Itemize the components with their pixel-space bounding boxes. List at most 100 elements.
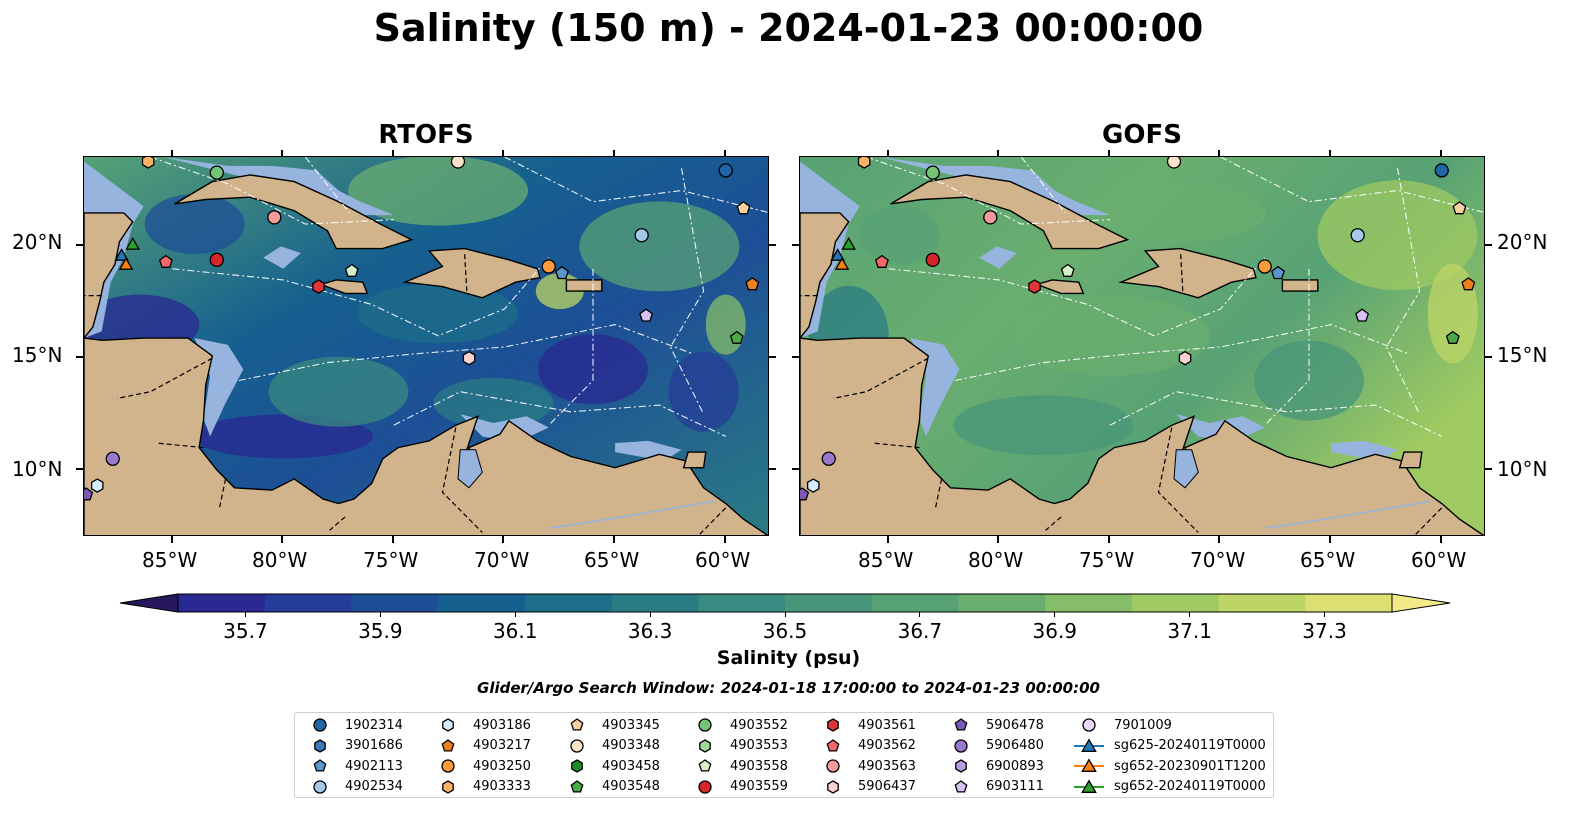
salinity-colorbar bbox=[119, 593, 1451, 613]
legend-label: 5906478 bbox=[986, 717, 1044, 733]
country-border bbox=[329, 516, 346, 531]
eez-boundary bbox=[888, 257, 1266, 337]
lon-tick-mark bbox=[1439, 150, 1442, 157]
colorbar-tick-label: 36.1 bbox=[492, 619, 538, 643]
lon-tick-mark bbox=[1218, 536, 1221, 543]
legend-item: 6900893 bbox=[944, 756, 1044, 776]
legend-circle bbox=[1082, 718, 1096, 732]
legend-item: sg625-20240119T0000 bbox=[1072, 736, 1266, 756]
legend-item: sg652-20230901T1200 bbox=[1072, 756, 1266, 776]
float-marker-4902113 bbox=[1271, 265, 1285, 280]
legend-item: 4903559 bbox=[688, 777, 788, 797]
legend-item: sg652-20240119T0000 bbox=[1072, 777, 1266, 797]
colorbar-bin bbox=[871, 594, 959, 612]
float-marker-4903348 bbox=[450, 157, 466, 169]
lat-label-10n-right: 10°N bbox=[1497, 457, 1548, 481]
float-marker-4903548 bbox=[729, 330, 744, 344]
colorbar-tick-mark bbox=[784, 612, 786, 617]
colorbar-tick-label: 37.1 bbox=[1167, 619, 1212, 643]
figure-title: Salinity (150 m) - 2024-01-23 00:00:00 bbox=[373, 6, 1204, 50]
eez-boundary bbox=[548, 268, 594, 426]
country-border bbox=[117, 357, 213, 399]
country-border bbox=[934, 478, 943, 511]
float-marker-4903561 bbox=[1028, 279, 1041, 294]
panel-title-gofs: GOFS bbox=[1102, 120, 1182, 150]
salinity-feature bbox=[1317, 180, 1478, 291]
eez-boundary bbox=[238, 324, 693, 382]
float-marker-4903250 bbox=[541, 259, 556, 274]
land-hispaniola bbox=[1118, 247, 1257, 299]
legend-marker-pentagon bbox=[570, 718, 584, 731]
colorbar-bin bbox=[958, 594, 1046, 612]
float-marker-6903111 bbox=[639, 308, 654, 322]
salinity-feature bbox=[579, 201, 740, 292]
colorbar-bin bbox=[264, 594, 352, 612]
eez-boundary bbox=[150, 157, 394, 225]
float-marker-4902534 bbox=[1350, 228, 1365, 243]
legend-circle bbox=[313, 779, 327, 794]
legend-label: 4903553 bbox=[730, 738, 788, 753]
legend-item: 4903558 bbox=[688, 756, 788, 776]
legend-label: 5906480 bbox=[986, 738, 1044, 753]
legend-marker-hexagon bbox=[571, 759, 583, 773]
legend-marker-circle bbox=[570, 738, 584, 753]
float-marker-5906437 bbox=[1178, 350, 1192, 366]
float-marker-4903250 bbox=[1257, 259, 1272, 274]
legend-label: 4903561 bbox=[858, 717, 916, 733]
legend-label: 7901009 bbox=[1114, 717, 1172, 733]
legend-item: 7901009 bbox=[1072, 715, 1172, 735]
lon-tick-mark bbox=[1439, 536, 1442, 543]
colorbar-tick-mark bbox=[514, 612, 516, 617]
legend-label: 1902314 bbox=[345, 717, 403, 733]
land-hispaniola bbox=[402, 247, 541, 299]
legend-label: 4903348 bbox=[602, 738, 660, 753]
float-marker-4902534 bbox=[634, 228, 649, 243]
lat-tick-mark bbox=[76, 467, 83, 470]
lon-tick-mark bbox=[723, 150, 726, 157]
eez-boundary bbox=[172, 257, 550, 337]
colorbar-tick-label: 37.3 bbox=[1302, 619, 1347, 643]
colorbar-bin bbox=[524, 594, 613, 612]
legend-item: 5906437 bbox=[816, 777, 916, 797]
legend-item: 4903553 bbox=[688, 736, 788, 756]
float-marker-4903563 bbox=[267, 210, 282, 225]
salinity-feature bbox=[1427, 263, 1478, 364]
float-marker-4903558 bbox=[344, 263, 359, 277]
legend-label: 4903563 bbox=[858, 758, 916, 774]
float-marker-4903186 bbox=[90, 478, 104, 493]
colorbar-tick-mark bbox=[649, 612, 651, 617]
colorbar-tick-label: 36.7 bbox=[897, 619, 943, 643]
float-marker-4903217 bbox=[745, 277, 760, 291]
lon-tick-mark bbox=[997, 536, 1000, 543]
colorbar-tick-label: 35.9 bbox=[358, 619, 403, 643]
float-marker-4903552 bbox=[925, 165, 940, 180]
legend-marker-triangle-line bbox=[1074, 737, 1104, 752]
lon-label-65w-left: 65°W bbox=[584, 548, 640, 572]
legend-label: sg652-20240119T0000 bbox=[1114, 779, 1266, 794]
legend-circle bbox=[441, 759, 455, 773]
lon-tick-mark bbox=[170, 150, 173, 157]
float-marker-sg652-20230901T1200 bbox=[834, 257, 850, 270]
legend-item: 4903333 bbox=[431, 777, 531, 797]
legend-label: sg652-20230901T1200 bbox=[1114, 758, 1266, 774]
lon-label-65w-right: 65°W bbox=[1300, 548, 1356, 572]
legend-item: 4903458 bbox=[560, 756, 660, 776]
legend-marker-hexagon bbox=[955, 759, 967, 773]
country-border bbox=[218, 478, 227, 511]
colorbar-bin bbox=[351, 594, 439, 612]
lat-label-10n-left: 10°N bbox=[12, 457, 63, 481]
lon-tick-mark bbox=[1329, 150, 1332, 157]
legend-circle bbox=[698, 779, 712, 794]
float-marker-sg652-20240119T0000 bbox=[125, 236, 141, 250]
legend-circle bbox=[698, 718, 712, 732]
float-marker-5906478 bbox=[800, 487, 810, 501]
land-puertorico bbox=[565, 279, 603, 292]
panel-title-rtofs: RTOFS bbox=[378, 120, 474, 150]
float-marker-5906437 bbox=[462, 350, 476, 366]
float-marker-4903348 bbox=[1166, 157, 1182, 169]
colorbar-extend-high bbox=[1391, 593, 1451, 613]
lake-maracaibo bbox=[457, 449, 483, 489]
float-marker-sg625-20240119T0000 bbox=[114, 248, 129, 261]
float-marker-4903217 bbox=[1461, 277, 1476, 291]
eez-boundary bbox=[1264, 268, 1310, 426]
